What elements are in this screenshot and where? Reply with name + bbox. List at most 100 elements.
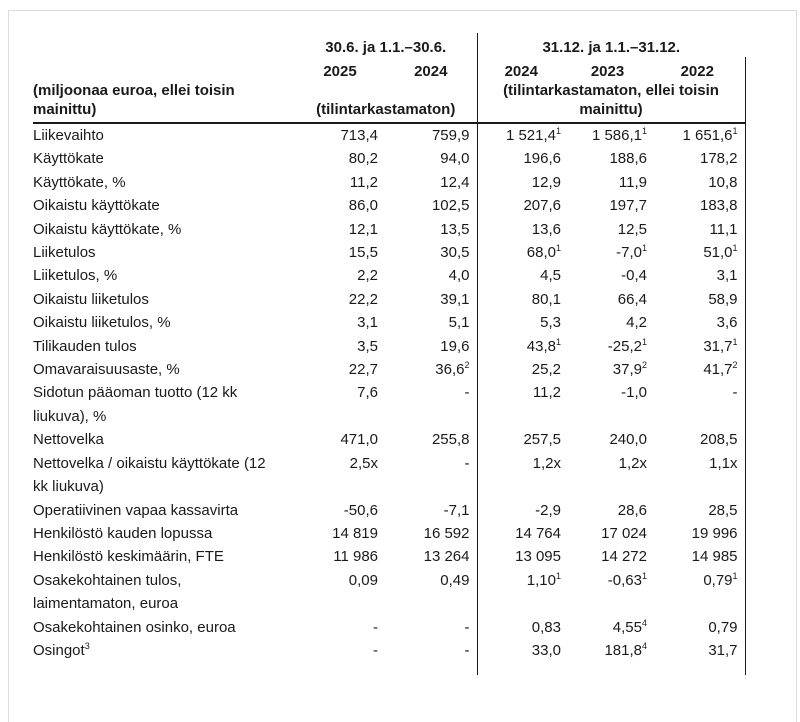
value-cell: 5,1 [448,314,470,332]
value-cell: -0,631 [607,570,647,589]
value-cell: -0,4 [621,267,647,285]
value-cell: 1 586,11 [591,126,647,145]
row-label: Liiketulos [33,244,96,262]
value-cell: 0,79 [650,615,746,639]
value-cell: 207,6 [476,194,565,218]
year-column-2024-annual: 2024 [476,57,565,81]
table-row: Sidotun pääoman tuotto (12 kk liukuva), %… [33,381,746,429]
value-cell: 1,2x [476,451,565,499]
value-cell: 4,554 [612,617,647,636]
value-cell: 5,3 [476,311,565,335]
value-cell: 80,1 [476,287,565,312]
value-cell: 80,2 [348,150,378,168]
value-cell: 3,6 [650,311,746,335]
table-row: Käyttökate 80,2 94,0 196,6 188,6 178,2 [33,147,746,171]
row-label: Osakekohtainen osinko, euroa [33,618,236,636]
value-cell: 240,0 [609,431,647,449]
table-row: Osakekohtainen tulos, laimentamaton, euro… [33,568,746,616]
table-row: Osingot3- -33,0 181,84 31,7 [33,638,746,663]
value-cell: 0,791 [650,568,746,616]
value-cell: 94,0 [440,150,470,168]
value-cell: 713,4 [340,127,378,144]
spacer-cell [565,662,650,675]
key-figures-table: 30.6. ja 1.1.–30.6. 31.12. ja 1.1.–31.12… [33,33,746,676]
value-cell: - [373,618,378,636]
row-label: Oikaistu käyttökate [33,197,160,215]
value-cell: 178,2 [650,147,746,171]
value-cell: 3,5 [357,337,378,355]
value-cell: 196,6 [476,147,565,171]
interim-group-title: 30.6. ja 1.1.–30.6. [325,38,447,56]
value-cell: 14 985 [650,545,746,569]
value-cell: -1,0 [621,384,647,402]
table-row: Oikaistu liiketulos 22,2 39,1 80,1 66,4 58,9 [33,287,746,312]
value-cell: -2,9 [476,498,565,522]
value-cell: 3,1 [357,314,378,332]
value-cell: 14 272 [601,548,647,566]
table-row: Oikaistu käyttökate, % 12,1 13,5 13,6 12,5 11… [33,217,746,242]
row-label: Tilikauden tulos [33,337,137,355]
table-body: Liikevaihto 713,4 759,9 1 521,41 1 586,11 1 6… [33,123,746,676]
value-cell: 12,5 [617,220,647,238]
value-cell: 66,4 [617,290,647,308]
value-cell: 33,0 [476,638,565,663]
value-cell: 12,9 [476,170,565,195]
value-cell: -25,21 [607,336,647,355]
value-cell: 197,7 [609,197,647,215]
value-cell: -50,6 [343,501,378,519]
spacer-cell [33,662,295,675]
table-row: Osakekohtainen osinko, euroa - -0,83 4,554 0… [33,615,746,639]
value-cell: 43,81 [476,334,565,359]
table-row: Tilikauden tulos 3,5 19,6 43,81 -25,21 31,71 [33,334,746,359]
value-cell: - [464,384,470,402]
value-cell: 31,7 [650,638,746,663]
row-label: Liiketulos, % [33,267,118,285]
value-cell: 1 521,41 [476,123,565,148]
table-row: Omavaraisuusaste, % 22,7 36,62 25,2 37,92 41,… [33,358,746,382]
value-cell: 19 996 [650,521,746,546]
value-cell: 41,72 [650,358,746,382]
value-cell: 181,84 [604,640,647,659]
value-cell: 13,5 [440,220,470,238]
spacer-cell [295,662,385,675]
row-label: Omavaraisuusaste, % [33,361,180,379]
value-cell: -7,1 [443,501,470,519]
value-cell: 257,5 [476,428,565,452]
value-cell: 13 095 [476,545,565,569]
table-bottom-spacer [33,662,746,676]
value-cell: 11,9 [618,173,647,191]
annual-audit-note: (tilintarkastamaton, ellei toisin mainitt… [476,81,746,124]
value-cell: 86,0 [348,197,378,215]
row-label: Nettovelka [33,431,104,449]
year-column-2024-interim: 2024 [414,62,448,80]
table-header: 30.6. ja 1.1.–30.6. 31.12. ja 1.1.–31.12… [33,33,746,124]
header-empty-cell [33,57,295,81]
value-cell: 3,1 [650,264,746,288]
value-cell: 4,0 [448,267,470,285]
table-row: Liiketulos 15,5 30,5 68,01 -7,01 51,01 [33,241,746,265]
header-notes-row: (miljoonaa euroa, ellei toisin mainittu) … [33,81,746,124]
value-cell: 37,92 [612,360,647,379]
value-cell: 28,6 [617,501,647,519]
value-cell: 12,4 [440,173,470,191]
value-cell: 0,49 [440,571,470,589]
value-cell: 22,7 [348,361,378,379]
value-cell: 11,2 [349,173,378,191]
spacer-cell [650,662,746,676]
table-row: Liiketulos, % 2,2 4,0 4,5 -0,4 3,1 [33,264,746,288]
value-cell: - [373,641,378,659]
unit-note: (miljoonaa euroa, ellei toisin mainittu) [33,81,295,124]
value-cell: 255,8 [431,431,470,449]
value-cell: 36,62 [435,360,470,379]
value-cell: 1,101 [476,568,565,616]
row-label: Oikaistu liiketulos, % [33,314,171,332]
value-cell: 188,6 [609,150,647,168]
table-row: Oikaistu liiketulos, % 3,1 5,1 5,3 4,2 3,6 [33,311,746,335]
value-cell: 11 986 [333,548,378,566]
table-row: Nettovelka 471,0 255,8 257,5 240,0 208,5 [33,428,746,452]
value-cell: 0,83 [476,615,565,639]
value-cell: 183,8 [650,194,746,218]
value-cell: 39,1 [440,290,470,308]
table-row: Operatiivinen vapaa kassavirta -50,6 -7,1-… [33,498,746,522]
value-cell: - [464,454,470,472]
